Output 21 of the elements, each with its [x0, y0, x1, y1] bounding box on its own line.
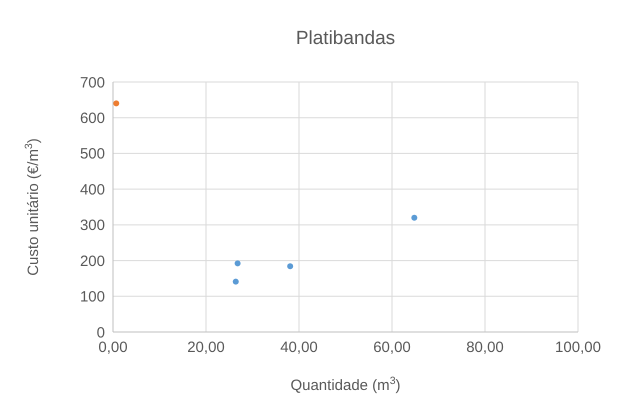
y-tick-label: 400	[80, 181, 105, 198]
y-tick-label: 300	[80, 217, 105, 234]
chart-title: Platibandas	[296, 28, 396, 49]
y-tick-label: 100	[80, 288, 105, 306]
x-tick-label: 0,00	[98, 339, 128, 356]
point	[113, 100, 120, 106]
y-tick-label: 700	[80, 74, 105, 92]
y-tick-label: 600	[80, 110, 105, 127]
x-tick-label: 60,00	[373, 339, 411, 356]
x-tick-label: 20,00	[187, 339, 225, 356]
x-tick-label: 40,00	[280, 339, 318, 356]
x-tick-label: 80,00	[466, 339, 504, 356]
x-tick-label: 100,00	[555, 339, 601, 356]
point	[234, 260, 241, 266]
point	[411, 214, 418, 221]
point	[287, 263, 294, 270]
y-tick-label: 500	[80, 146, 105, 163]
point	[232, 278, 239, 285]
y-tick-label: 200	[80, 252, 105, 270]
x-axis-title: Quantidade (m$^{3}$)	[290, 375, 401, 394]
y-tick-label: 0	[96, 324, 105, 342]
